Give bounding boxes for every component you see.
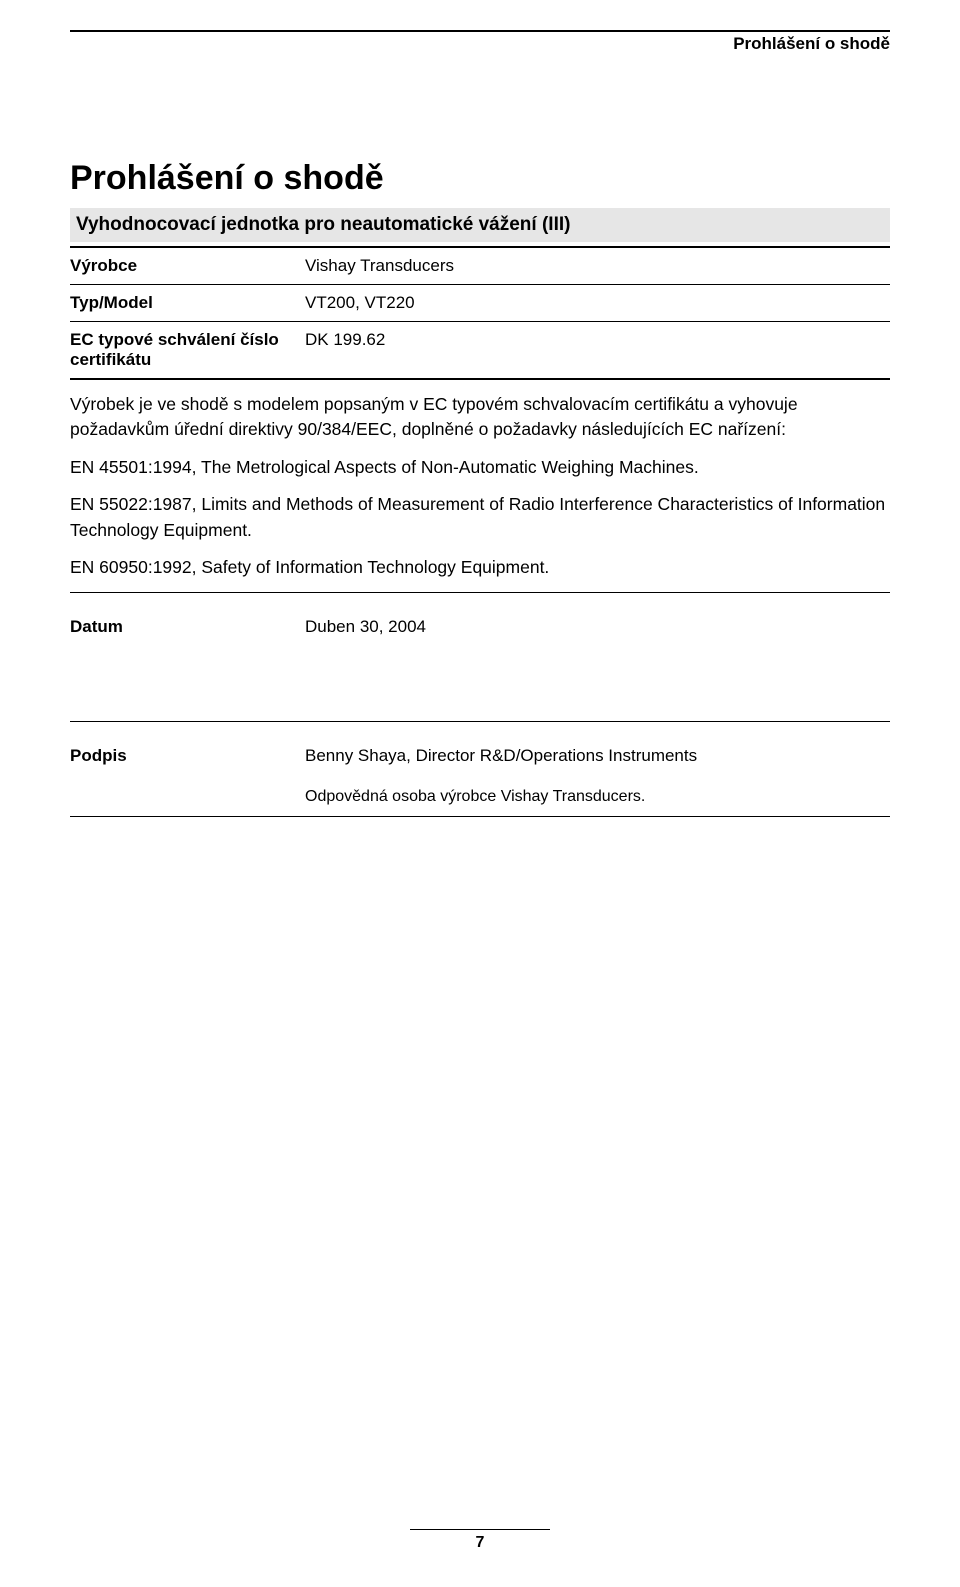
info-value: Vishay Transducers bbox=[305, 256, 890, 276]
info-row-approval: EC typové schválení číslo certifikátu DK… bbox=[70, 321, 890, 378]
paragraph: Výrobek je ve shodě s modelem popsaným v… bbox=[70, 392, 890, 443]
info-label: Výrobce bbox=[70, 256, 305, 276]
signature-label: Podpis bbox=[70, 746, 305, 766]
date-value: Duben 30, 2004 bbox=[305, 617, 890, 637]
info-label: Typ/Model bbox=[70, 293, 305, 313]
subtitle: Vyhodnocovací jednotka pro neautomatické… bbox=[70, 208, 890, 242]
signature-value: Benny Shaya, Director R&D/Operations Ins… bbox=[305, 746, 890, 806]
info-value: DK 199.62 bbox=[305, 330, 890, 370]
info-label: EC typové schválení číslo certifikátu bbox=[70, 330, 305, 370]
running-head: Prohlášení o shodě bbox=[70, 30, 890, 54]
paragraph: EN 45501:1994, The Metrological Aspects … bbox=[70, 455, 890, 480]
divider bbox=[70, 592, 890, 593]
date-row: Datum Duben 30, 2004 bbox=[70, 611, 890, 643]
paragraph: EN 60950:1992, Safety of Information Tec… bbox=[70, 555, 890, 580]
signature-name: Benny Shaya, Director R&D/Operations Ins… bbox=[305, 746, 890, 766]
info-value: VT200, VT220 bbox=[305, 293, 890, 313]
divider bbox=[70, 721, 890, 722]
page-number-value: 7 bbox=[476, 1534, 485, 1551]
signature-row: Podpis Benny Shaya, Director R&D/Operati… bbox=[70, 740, 890, 812]
page-number: 7 bbox=[0, 1529, 960, 1552]
info-block: Výrobce Vishay Transducers Typ/Model VT2… bbox=[70, 246, 890, 380]
divider bbox=[70, 816, 890, 817]
signature-sub: Odpovědná osoba výrobce Vishay Transduce… bbox=[305, 788, 890, 806]
page-title: Prohlášení o shodě bbox=[70, 159, 890, 198]
body-text: Výrobek je ve shodě s modelem popsaným v… bbox=[70, 392, 890, 580]
info-row-model: Typ/Model VT200, VT220 bbox=[70, 284, 890, 321]
date-label: Datum bbox=[70, 617, 305, 637]
paragraph: EN 55022:1987, Limits and Methods of Mea… bbox=[70, 492, 890, 543]
info-row-manufacturer: Výrobce Vishay Transducers bbox=[70, 248, 890, 284]
running-head-text: Prohlášení o shodě bbox=[733, 34, 890, 53]
page-number-rule bbox=[410, 1529, 550, 1530]
